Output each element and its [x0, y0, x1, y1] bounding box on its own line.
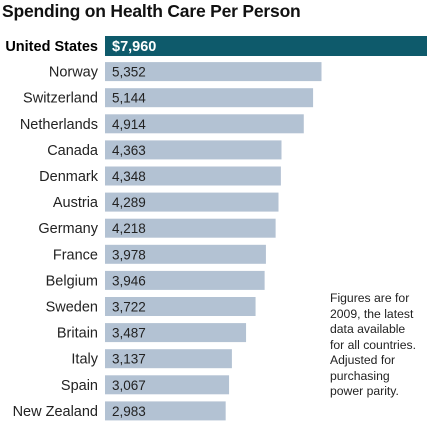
- bar-norway: [105, 62, 322, 82]
- value-label: 4,289: [112, 195, 146, 210]
- category-label: Austria: [53, 195, 99, 211]
- category-label: United States: [5, 39, 98, 55]
- category-label: Belgium: [46, 273, 98, 289]
- category-label: Switzerland: [23, 91, 98, 107]
- bar-italy: [105, 349, 232, 369]
- bar-austria: [105, 192, 279, 212]
- bar-sweden: [105, 297, 256, 316]
- value-label: 3,487: [112, 326, 146, 341]
- value-label: $7,960: [112, 39, 156, 55]
- value-label: 3,722: [112, 300, 146, 315]
- chart-title: Spending on Health Care Per Person: [2, 1, 301, 21]
- bar-canada: [105, 140, 282, 160]
- bar-belgium: [105, 270, 265, 290]
- value-label: 5,144: [112, 91, 146, 106]
- chart-note: Figures are for 2009, the latest data av…: [330, 291, 427, 400]
- value-label: 4,348: [112, 169, 146, 184]
- bar-spain: [105, 375, 230, 395]
- bar-france: [105, 244, 266, 264]
- category-label: Britain: [57, 326, 98, 342]
- category-label: Italy: [71, 352, 98, 368]
- note-line: power parity.: [330, 384, 399, 398]
- note-line: data available: [330, 322, 406, 336]
- bar-denmark: [105, 166, 281, 186]
- bar-germany: [105, 218, 276, 238]
- bar-new-zealand: [105, 401, 226, 421]
- note-line: Figures are for: [330, 291, 410, 305]
- note-line: Adjusted for: [330, 353, 396, 367]
- category-label: Sweden: [46, 300, 98, 316]
- note-line: 2009, the latest: [330, 306, 414, 321]
- value-label: 4,218: [112, 221, 146, 236]
- category-label: New Zealand: [13, 404, 98, 420]
- category-label: Germany: [38, 221, 98, 237]
- value-label: 4,914: [112, 117, 146, 132]
- category-label: France: [53, 247, 98, 263]
- category-label: Denmark: [39, 169, 99, 185]
- value-label: 3,137: [112, 352, 146, 367]
- category-label: Netherlands: [20, 117, 98, 133]
- bar-switzerland: [105, 88, 314, 108]
- note-line: for all countries.: [330, 337, 417, 352]
- bar-britain: [105, 323, 247, 343]
- value-label: 3,978: [112, 247, 146, 262]
- value-label: 3,946: [112, 273, 146, 288]
- value-label: 5,352: [112, 65, 146, 80]
- category-label: Spain: [61, 378, 98, 394]
- bar-united-states: [105, 36, 427, 56]
- value-label: 4,363: [112, 143, 146, 158]
- value-label: 3,067: [112, 378, 146, 393]
- category-label: Norway: [49, 65, 99, 81]
- bar-netherlands: [105, 114, 304, 134]
- category-label: Canada: [47, 143, 99, 159]
- note-line: purchasing: [330, 368, 390, 383]
- value-label: 2,983: [112, 404, 146, 419]
